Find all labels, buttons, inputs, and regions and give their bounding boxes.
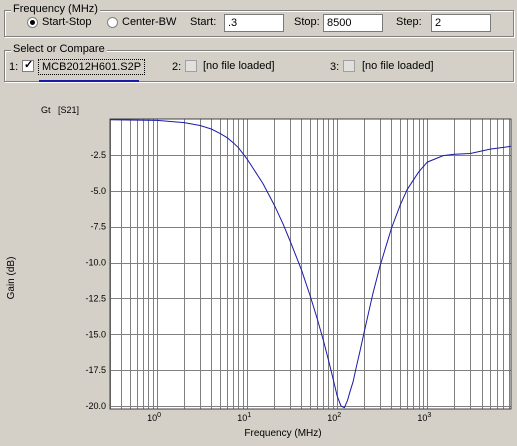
x-tick-label: 103 [417, 412, 431, 423]
frequency-group: Frequency (MHz) [4, 3, 514, 37]
slot-3-file[interactable]: [no file loaded] [362, 60, 434, 72]
y-tick-label: -20.0 [85, 401, 106, 411]
chart-panel: -2.5 -5.0 -7.5 -10.0 -12.5 -15.0 -17.5 -20.0 10… [3, 93, 514, 443]
slot-1-number: 1: [9, 61, 19, 73]
slot-1-file[interactable]: MCB2012H601.S2P [38, 59, 146, 75]
start-stop-radio[interactable] [27, 17, 38, 28]
y-tick-label: -17.5 [85, 365, 106, 375]
y-tick-label: -12.5 [85, 293, 106, 303]
slot-3-number: 3: [330, 61, 340, 73]
slot-1-trace-swatch [39, 80, 139, 82]
slot-2-checkbox[interactable] [185, 60, 197, 72]
compare-group-title: Select or Compare [11, 43, 107, 55]
radio-selected-dot [30, 20, 35, 25]
start-stop-label[interactable]: Start-Stop [42, 16, 92, 28]
center-bw-label[interactable]: Center-BW [122, 16, 177, 28]
x-tick-label: 100 [147, 412, 161, 423]
stop-input[interactable] [323, 14, 383, 32]
step-input[interactable] [431, 14, 491, 32]
y-axis-label: Gain (dB) [6, 257, 17, 300]
x-tick-exponent: 1 [247, 412, 251, 419]
x-tick-labels: 100 101 102 103 [147, 412, 431, 423]
x-axis-label: Frequency (MHz) [244, 428, 321, 439]
x-tick-exponent: 0 [157, 412, 161, 419]
y-tick-labels: -2.5 -5.0 -7.5 -10.0 -12.5 -15.0 -17.5 -20.0 [85, 150, 106, 411]
gain-chart: -2.5-5.0-7.5-10.0-12.5-15.0-17.5-20.0 10… [6, 105, 512, 439]
x-tick-label: 101 [237, 412, 251, 423]
y-tick-label: -5.0 [90, 186, 106, 196]
y-tick-label: -15.0 [85, 329, 106, 339]
y-tick-label: -2.5 [90, 150, 106, 160]
stop-label: Stop: [294, 16, 320, 28]
start-input[interactable] [224, 14, 284, 32]
frequency-group-title: Frequency (MHz) [11, 3, 100, 15]
slot-3-checkbox[interactable] [343, 60, 355, 72]
legend-label: Gt [S21] [41, 105, 79, 115]
gt-s21-trace [109, 119, 512, 409]
compare-group: Select or Compare [4, 43, 514, 82]
x-tick-exponent: 2 [337, 412, 341, 419]
step-label: Step: [396, 16, 422, 28]
x-tick-exponent: 3 [427, 412, 431, 419]
x-tick-label: 102 [327, 412, 341, 423]
check-mark-icon: ✓ [24, 59, 34, 71]
y-tick-label: -10.0 [85, 258, 106, 268]
y-tick-label: -7.5 [90, 222, 106, 232]
plot-border [109, 118, 512, 410]
center-bw-radio[interactable] [107, 17, 118, 28]
slot-2-number: 2: [172, 61, 182, 73]
start-label: Start: [190, 16, 217, 28]
slot-1-checkbox[interactable]: ✓ [22, 59, 34, 72]
slot-2-file[interactable]: [no file loaded] [203, 60, 275, 72]
